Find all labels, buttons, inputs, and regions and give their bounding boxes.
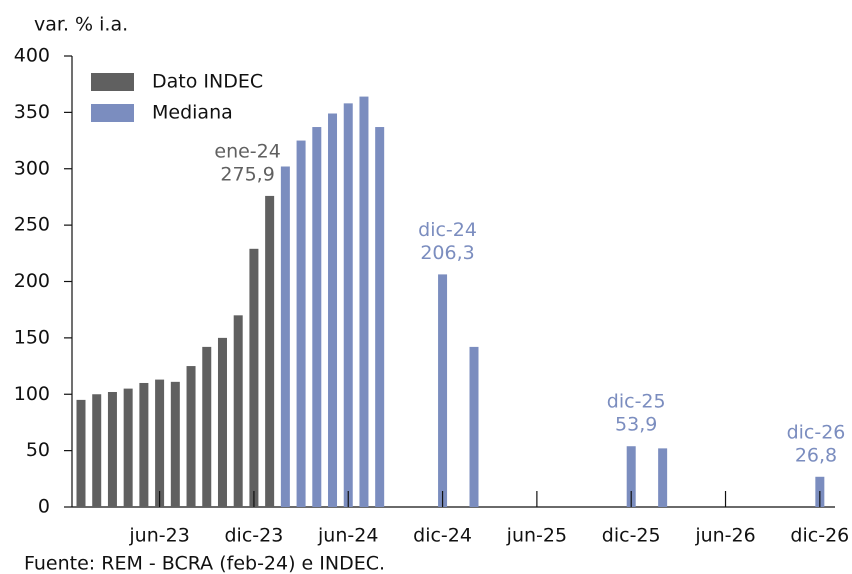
annotation-name: dic-26 — [787, 421, 846, 443]
bar — [76, 399, 86, 507]
bar — [123, 388, 133, 507]
x-tick-label: jun-25 — [506, 525, 567, 547]
x-tick-label: dic-23 — [225, 525, 284, 547]
data-label: 53,9 — [615, 414, 657, 436]
y-axis-label: var. % i.a. — [34, 14, 128, 36]
legend-label: Dato INDEC — [152, 71, 263, 93]
bar — [249, 248, 259, 508]
source-note: Fuente: REM - BCRA (feb-24) e INDEC. — [24, 553, 385, 574]
y-tick-label: 400 — [14, 45, 50, 67]
bar — [343, 103, 353, 507]
x-tick-label: dic-26 — [790, 525, 849, 547]
data-label: 26,8 — [795, 444, 837, 466]
annotation-name: ene-24 — [214, 140, 280, 162]
bar — [139, 382, 149, 507]
bar — [375, 127, 385, 507]
bar — [626, 446, 636, 507]
y-tick-label: 150 — [14, 326, 50, 348]
bar — [328, 113, 338, 507]
bar — [359, 96, 369, 507]
y-tick-label: 250 — [14, 214, 50, 236]
y-tick-label: 300 — [14, 157, 50, 179]
legend-swatch — [91, 104, 134, 122]
x-tick-label: jun-23 — [128, 525, 189, 547]
annotation-name: dic-24 — [418, 219, 477, 241]
bar — [202, 346, 212, 507]
data-label: 206,3 — [420, 242, 474, 264]
bar — [438, 274, 448, 507]
legend-label: Mediana — [152, 102, 233, 124]
bar — [155, 379, 165, 507]
bar — [469, 346, 479, 507]
y-tick-label: 50 — [26, 439, 50, 461]
bar — [280, 166, 290, 507]
bar — [658, 448, 668, 507]
y-tick-label: 200 — [14, 270, 50, 292]
bar — [170, 381, 180, 507]
x-tick-label: jun-24 — [317, 525, 378, 547]
bar — [186, 366, 196, 507]
x-tick-label: jun-26 — [694, 525, 755, 547]
bar — [92, 394, 102, 507]
x-tick-label: dic-25 — [602, 525, 661, 547]
annotation-name: dic-25 — [607, 391, 666, 413]
bar — [233, 315, 243, 507]
bar — [217, 337, 227, 507]
y-tick-label: 350 — [14, 101, 50, 123]
bar — [312, 127, 322, 507]
bar — [107, 391, 117, 507]
legend-swatch — [91, 73, 134, 91]
bar — [265, 195, 275, 508]
y-tick-label: 100 — [14, 383, 50, 405]
bar — [296, 140, 306, 507]
x-tick-label: dic-24 — [413, 525, 472, 547]
y-tick-label: 0 — [38, 496, 50, 518]
data-label: 275,9 — [220, 163, 274, 185]
